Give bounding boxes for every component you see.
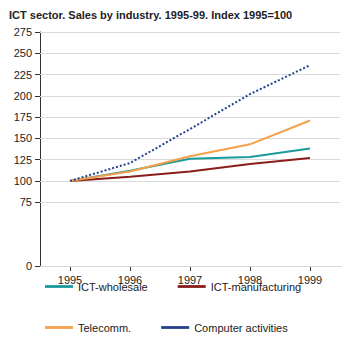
svg-text:125: 125 (14, 154, 32, 166)
svg-text:ICT-wholesale: ICT-wholesale (78, 281, 148, 293)
svg-text:1997: 1997 (178, 274, 202, 286)
svg-text:175: 175 (14, 111, 32, 123)
svg-text:Telecomm.: Telecomm. (78, 322, 131, 334)
svg-text:275: 275 (14, 26, 32, 38)
svg-text:150: 150 (14, 132, 32, 144)
svg-text:250: 250 (14, 47, 32, 59)
svg-text:225: 225 (14, 69, 32, 81)
svg-text:1998: 1998 (237, 273, 263, 286)
svg-text:ICT sector. Sales by industry.: ICT sector. Sales by industry. 1995-99. … (9, 9, 292, 21)
svg-text:200: 200 (14, 90, 32, 102)
svg-text:75: 75 (20, 196, 32, 208)
svg-text:Computer activities: Computer activities (194, 322, 288, 334)
svg-text:0: 0 (26, 260, 32, 272)
svg-text:1996: 1996 (117, 273, 143, 286)
svg-text:ICT-manufacturing: ICT-manufacturing (211, 281, 301, 293)
svg-text:100: 100 (14, 175, 32, 187)
svg-text:1999: 1999 (298, 274, 322, 286)
svg-text:1995: 1995 (57, 273, 83, 286)
